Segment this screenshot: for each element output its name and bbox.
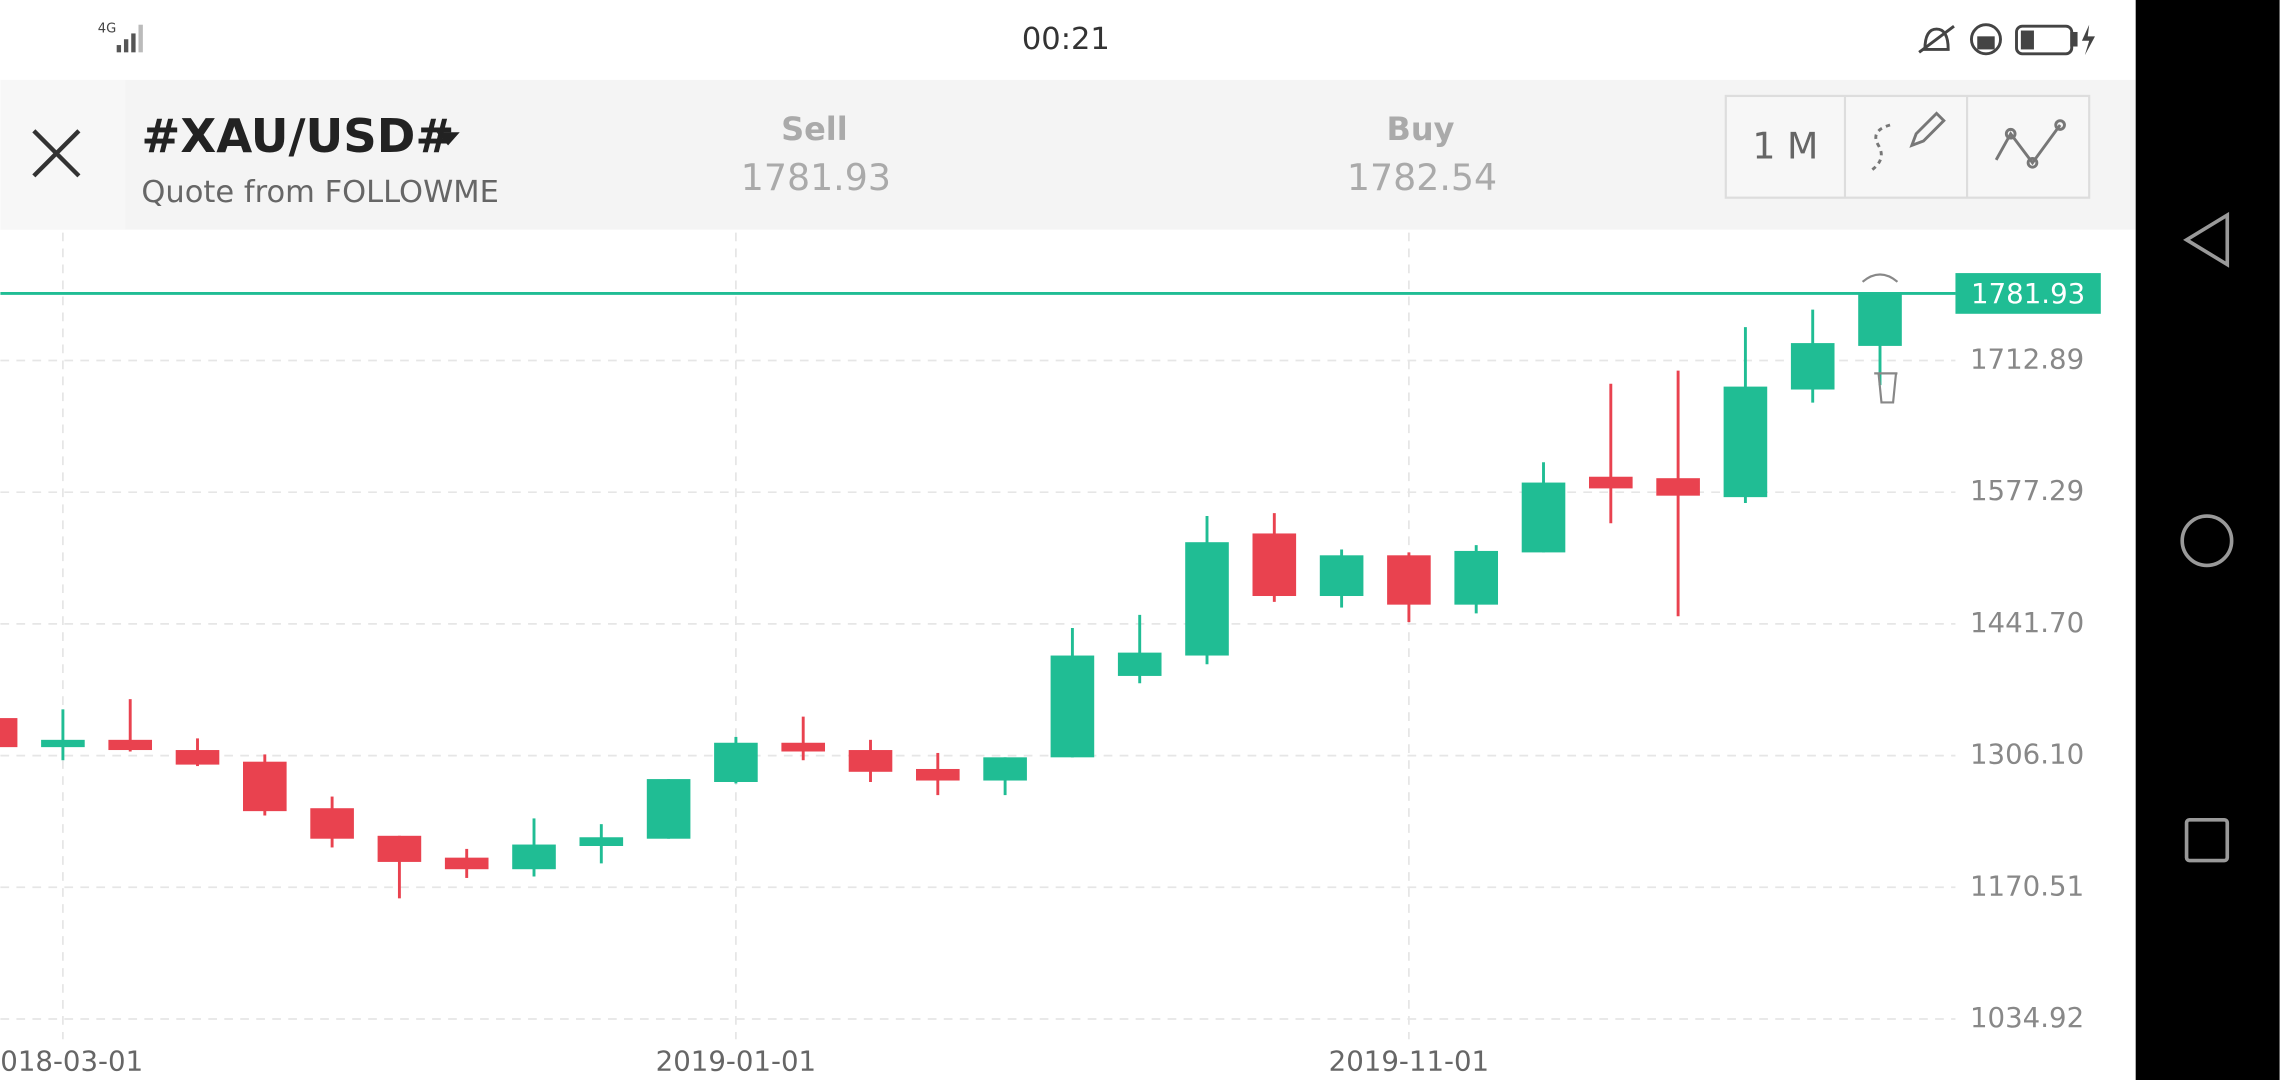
- signal-icon: [116, 24, 143, 53]
- sell-price[interactable]: 1781.93: [741, 156, 891, 199]
- y-tick-label: 1170.51: [1970, 869, 2084, 902]
- x-tick-label: 2018-03-01: [0, 1045, 143, 1078]
- y-tick-label: 1712.89: [1970, 342, 2084, 375]
- current-price-tag: [1955, 273, 2101, 314]
- close-area: [0, 79, 126, 230]
- trash-icon: [1874, 372, 1898, 404]
- back-button[interactable]: [2183, 211, 2230, 268]
- candle-body: [646, 779, 691, 839]
- candle-body: [579, 837, 624, 846]
- candle-body: [243, 761, 287, 812]
- candle-body: [377, 835, 422, 862]
- recents-button[interactable]: [2184, 817, 2230, 863]
- clock: 00:21: [1022, 22, 1110, 57]
- candle-body: [848, 750, 893, 772]
- home-button[interactable]: [2180, 514, 2234, 568]
- candle-body: [1185, 542, 1229, 656]
- toolbar: 1 M: [1724, 94, 2091, 199]
- candle-body: [714, 742, 758, 782]
- candle-body: [444, 857, 489, 870]
- buy-price[interactable]: 1782.54: [1347, 156, 1497, 199]
- symbol[interactable]: #XAU/USD#: [141, 109, 454, 163]
- status-icons: [1918, 23, 2095, 56]
- candle-body: [1387, 555, 1431, 605]
- nav-bar: [2135, 0, 2280, 1080]
- candle-body: [1858, 293, 1902, 346]
- y-tick-label: 1306.10: [1970, 738, 2084, 771]
- candle-body: [1050, 655, 1095, 758]
- x-tick-label: 2019-11-01: [1329, 1045, 1489, 1078]
- current-price-label: 1781.93: [1971, 277, 2085, 310]
- candle-body: [1521, 482, 1566, 553]
- eye-icon: [1861, 273, 1899, 283]
- network-label: 4G: [98, 22, 116, 37]
- status-bar: 4G 00:21: [98, 22, 2095, 57]
- candle-body: [1656, 478, 1700, 496]
- timeframe-button[interactable]: 1 M: [1752, 124, 1818, 167]
- candle-body: [1790, 343, 1835, 390]
- candle-body: [0, 718, 18, 748]
- candle-body: [983, 757, 1027, 781]
- subtitle: Quote from FOLLOWME: [141, 175, 498, 210]
- candle-body: [1723, 386, 1768, 498]
- candle-body: [1454, 550, 1499, 605]
- candle-body: [310, 808, 354, 839]
- buy-label[interactable]: Buy: [1387, 110, 1455, 148]
- candle-body: [916, 768, 960, 781]
- x-tick-label: 2019-01-01: [656, 1045, 816, 1078]
- candle-body: [1589, 476, 1633, 489]
- candle-body: [175, 750, 220, 765]
- close-button[interactable]: [32, 129, 81, 178]
- candle-body: [41, 739, 85, 748]
- indicator-button[interactable]: [1994, 119, 2066, 169]
- y-tick-label: 1441.70: [1970, 606, 2084, 639]
- y-tick-label: 1034.92: [1970, 1001, 2084, 1034]
- chart: 1034.92 1170.51 1306.10 1441.70 1577.29 1712.…: [0, 232, 2101, 1078]
- candle-body: [1319, 555, 1364, 597]
- candle-body: [1117, 652, 1162, 676]
- candle-body: [1252, 533, 1297, 597]
- y-tick-label: 1577.29: [1970, 474, 2084, 507]
- candle-body: [512, 844, 556, 870]
- candle-body: [108, 739, 153, 751]
- sell-label[interactable]: Sell: [781, 110, 848, 148]
- symbol-dropdown[interactable]: [436, 132, 460, 146]
- draw-tool-button[interactable]: [1868, 111, 1946, 173]
- candle-body: [781, 742, 826, 752]
